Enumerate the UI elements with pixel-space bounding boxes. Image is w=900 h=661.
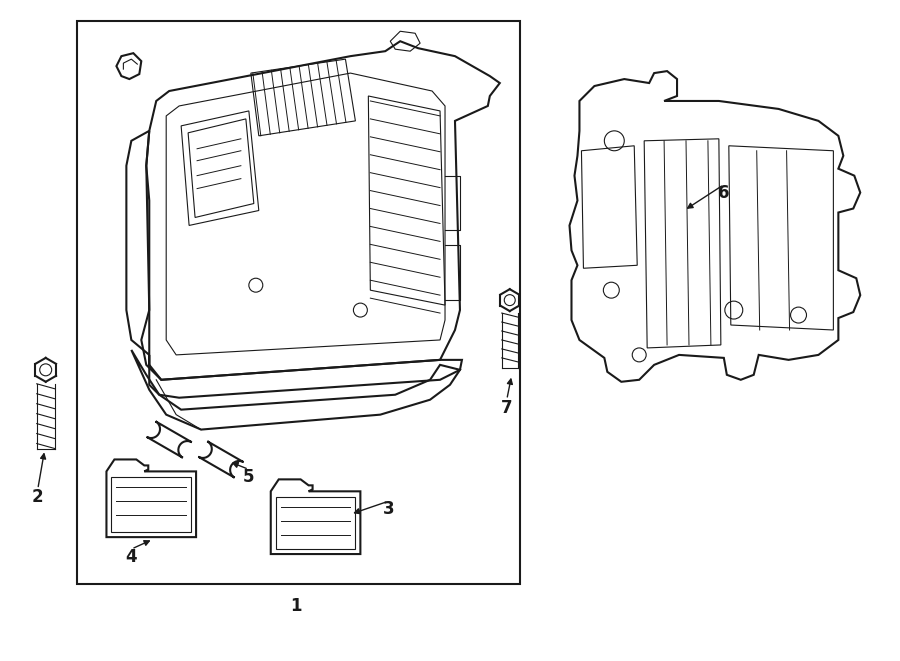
Text: 4: 4: [125, 548, 137, 566]
Text: 6: 6: [718, 184, 730, 202]
Text: 3: 3: [382, 500, 394, 518]
Text: 7: 7: [501, 399, 513, 416]
Bar: [76, 21, 519, 584]
Text: 1: 1: [290, 597, 302, 615]
Text: 2: 2: [32, 488, 43, 506]
Text: 5: 5: [243, 469, 255, 486]
